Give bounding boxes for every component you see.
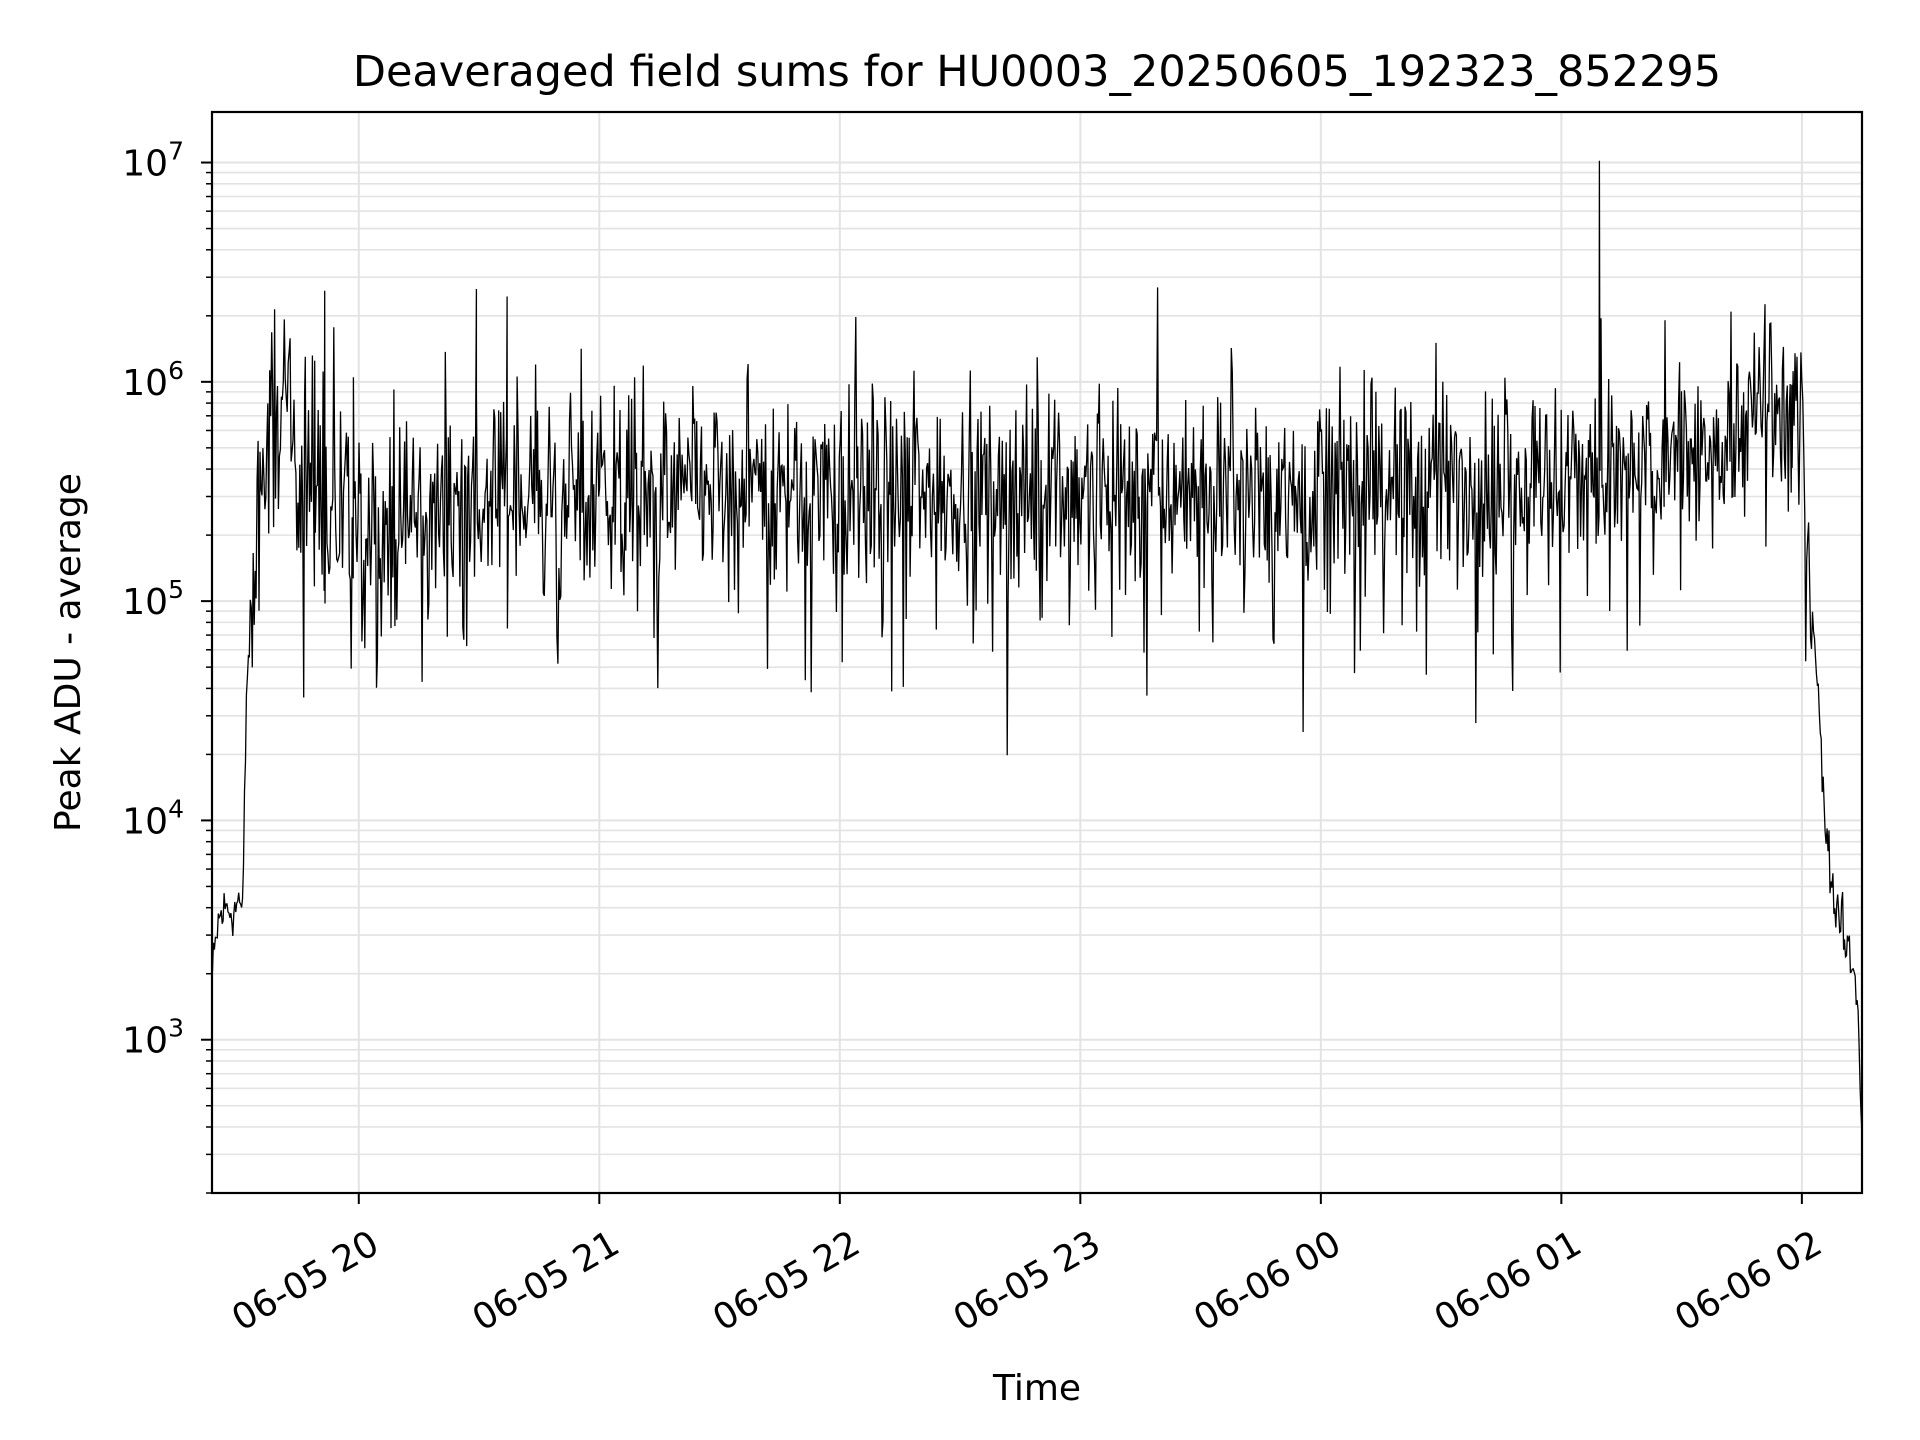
y-tick-label: 107 [122,137,184,185]
y-tick-label: 104 [122,794,184,842]
chart-title: Deaveraged field sums for HU0003_2025060… [353,47,1721,97]
data-series [211,160,1863,1135]
y-tick-label: 105 [122,575,184,623]
x-axis-label: Time [992,1368,1081,1409]
plot-area-frame [210,110,1864,1195]
series-line [211,160,1863,1135]
y-tick-label: 106 [122,356,184,404]
y-axis-ticks: 103 104 105 106 107 [122,137,212,1194]
y-axis-label: Peak ADU - average [48,473,89,832]
y-tick-label: 103 [122,1014,184,1062]
grid [212,112,1862,1194]
